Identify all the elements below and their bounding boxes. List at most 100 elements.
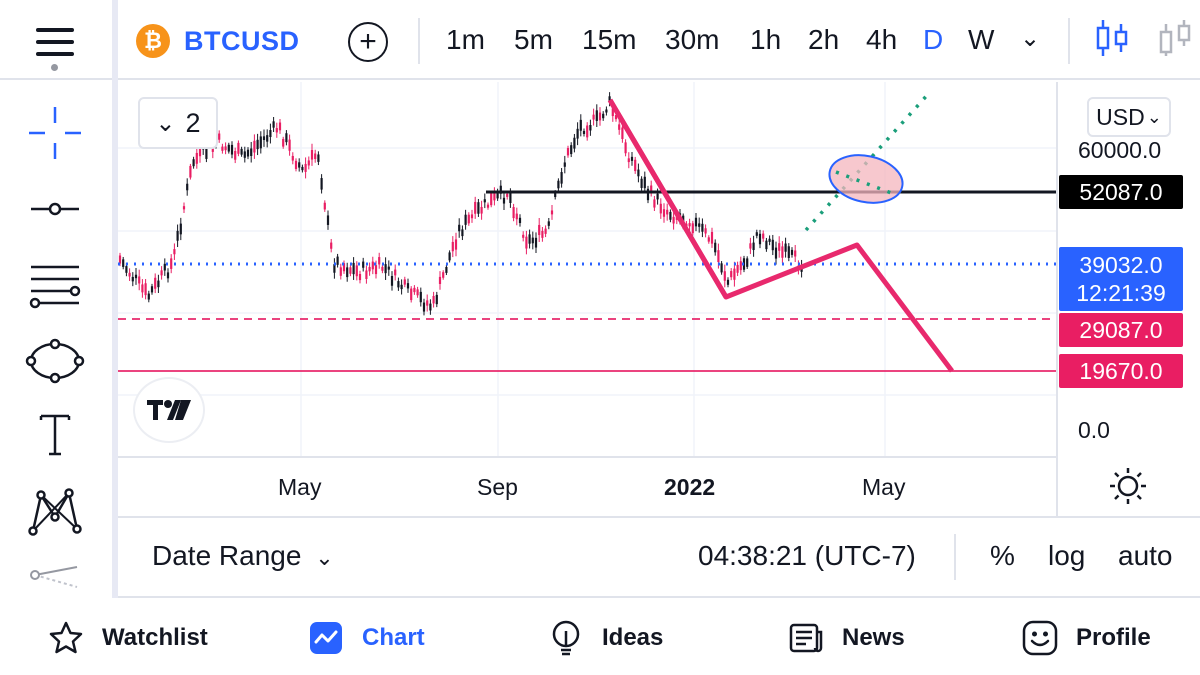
nav-news[interactable]: News [788, 618, 905, 658]
candle-body [349, 267, 352, 274]
crosshair-icon[interactable] [22, 106, 88, 160]
nav-watchlist[interactable]: Watchlist [48, 618, 208, 658]
price-tick: 60000.0 [1078, 137, 1162, 163]
candle-body [336, 256, 339, 265]
nav-profile[interactable]: Profile [1022, 618, 1151, 658]
candle-body [362, 261, 365, 268]
candle-body [390, 275, 394, 286]
timeframe-1m[interactable]: 1m [446, 24, 485, 55]
candle-body [739, 261, 742, 271]
auto-scale-button[interactable]: auto [1118, 540, 1173, 571]
candle-body [122, 259, 125, 267]
add-symbol-icon[interactable]: + [348, 22, 388, 62]
candle-body [608, 96, 611, 103]
candle-body [301, 166, 304, 171]
candle-body [128, 272, 131, 277]
candle-body [147, 293, 150, 300]
candle-body [381, 266, 384, 271]
candle-body [704, 228, 707, 234]
timeframe-5m[interactable]: 5m [514, 24, 553, 55]
candle-body [493, 192, 496, 201]
candle-body [621, 127, 624, 140]
candle-body [726, 279, 730, 285]
candle-body [445, 267, 448, 273]
ellipse-shape-icon[interactable] [22, 334, 88, 388]
timeframe-1h[interactable]: 1h [750, 24, 782, 55]
nav-label: Ideas [602, 624, 664, 651]
nav-label: Chart [362, 624, 425, 651]
candle-body [179, 223, 182, 235]
candle-body [458, 224, 461, 232]
candle-body [694, 217, 698, 227]
candle-body [298, 162, 301, 168]
timeframe-15m[interactable]: 15m [582, 24, 637, 55]
candle-body [365, 270, 368, 279]
current-price-value: 39032.0 [1079, 252, 1163, 278]
candle-body [118, 255, 122, 264]
timeframe-d[interactable]: D [923, 24, 944, 55]
candle-body [506, 193, 509, 197]
timeframe-30m[interactable]: 30m [665, 24, 720, 55]
candle-body [784, 243, 787, 252]
candle-body [499, 185, 502, 194]
currency-select[interactable]: USD ⌄ [1087, 97, 1171, 137]
chevron-down-icon[interactable]: ⌄ [1020, 25, 1041, 52]
candle-body [442, 272, 445, 278]
text-tool-icon[interactable] [22, 408, 88, 462]
candle-body [451, 241, 454, 252]
candle-body [752, 242, 755, 251]
candle-body [182, 206, 186, 210]
candle-body [218, 133, 221, 140]
candle-body [272, 121, 275, 128]
candle-body [787, 246, 790, 258]
candle-body [576, 128, 579, 139]
menu-icon[interactable] [30, 22, 80, 72]
candle-body [736, 264, 739, 273]
candle-body [781, 246, 784, 258]
log-scale-button[interactable]: log [1048, 540, 1086, 571]
candle-body [371, 261, 374, 270]
notification-dot [51, 64, 58, 71]
symbol-selector[interactable]: ₿ BTCUSD [136, 22, 300, 60]
candle-body [707, 237, 710, 242]
candle-body [512, 207, 515, 219]
chevron-down-icon: ⌄ [315, 545, 334, 570]
trend-line-icon[interactable] [22, 182, 88, 236]
candle-body [509, 193, 512, 203]
candle-body [557, 180, 560, 189]
timeframe-w[interactable]: W [968, 24, 995, 55]
timezone-clock[interactable]: 04:38:21 (UTC-7) [698, 540, 916, 571]
candle-body [790, 249, 794, 255]
fib-retracement-icon[interactable] [22, 258, 88, 312]
timeframe-2h[interactable]: 2h [808, 24, 840, 55]
candle-body [259, 136, 262, 149]
forecast-tool-icon[interactable] [22, 556, 88, 596]
nav-ideas[interactable]: Ideas [548, 618, 663, 658]
candle-body [477, 202, 480, 214]
legend-toggle-button[interactable]: ⌄ 2 [138, 97, 218, 149]
compare-chart-type-icon[interactable] [1155, 16, 1195, 60]
candle-body [438, 276, 442, 284]
candle-body [714, 242, 717, 253]
date-range-button[interactable]: Date Range ⌄ [152, 540, 334, 572]
toolbar-divider [112, 0, 118, 598]
price-chart[interactable] [118, 82, 1056, 456]
pattern-tool-icon[interactable] [22, 484, 88, 538]
candle-body [550, 210, 554, 215]
price-axis[interactable] [1056, 82, 1200, 516]
bullish-projection-path [804, 90, 932, 232]
candle-body [294, 160, 298, 169]
timeframe-4h[interactable]: 4h [866, 24, 898, 55]
candle-body [288, 139, 291, 151]
nav-chart[interactable]: Chart [308, 618, 425, 658]
candle-body [262, 136, 266, 141]
nav-label: News [842, 624, 905, 651]
candle-body [630, 156, 634, 161]
candle-body [688, 223, 691, 227]
percent-scale-button[interactable]: % [990, 540, 1015, 571]
candle-body [656, 193, 659, 200]
candle-body [240, 148, 243, 155]
sun-settings-icon[interactable] [1108, 466, 1148, 506]
candles-chart-type-icon[interactable] [1092, 16, 1132, 60]
bottom-bar-separator [954, 534, 956, 580]
